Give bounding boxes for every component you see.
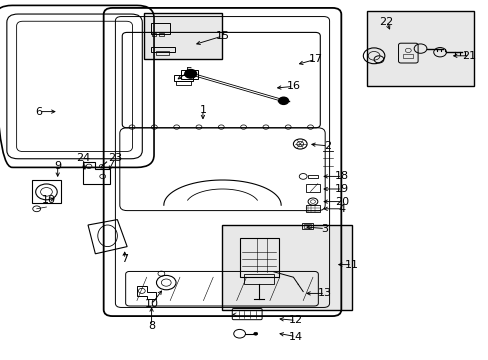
Text: 13: 13 xyxy=(318,288,331,298)
Circle shape xyxy=(278,97,288,104)
Text: 10: 10 xyxy=(144,299,158,309)
Text: 11: 11 xyxy=(345,260,358,270)
Text: 9: 9 xyxy=(54,161,61,171)
Text: 4: 4 xyxy=(338,204,345,214)
Text: 20: 20 xyxy=(335,197,348,207)
Bar xyxy=(156,51,168,55)
Text: 24: 24 xyxy=(76,153,90,163)
Text: 1: 1 xyxy=(199,105,206,115)
Bar xyxy=(151,33,156,36)
Bar xyxy=(302,223,312,229)
Bar xyxy=(305,205,320,212)
Text: 22: 22 xyxy=(378,17,393,27)
Bar xyxy=(304,224,310,228)
Bar xyxy=(222,225,351,310)
Text: 3: 3 xyxy=(321,224,328,234)
Bar xyxy=(150,23,170,34)
Text: 18: 18 xyxy=(335,171,348,181)
Bar xyxy=(239,238,278,277)
Text: 7: 7 xyxy=(121,254,128,264)
Bar xyxy=(32,180,61,203)
Text: 21: 21 xyxy=(462,51,475,61)
Text: 19: 19 xyxy=(335,184,348,194)
Bar xyxy=(403,54,412,58)
Text: 15: 15 xyxy=(215,31,229,41)
Bar xyxy=(305,184,320,192)
Bar xyxy=(366,11,473,86)
Bar xyxy=(159,33,163,36)
Text: 6: 6 xyxy=(36,107,42,117)
Text: 5: 5 xyxy=(184,67,191,77)
Text: 8: 8 xyxy=(148,321,155,331)
Text: 23: 23 xyxy=(108,153,122,163)
Text: 2: 2 xyxy=(324,141,330,151)
Text: 10: 10 xyxy=(42,195,56,205)
Circle shape xyxy=(184,69,196,78)
Text: 14: 14 xyxy=(288,332,302,342)
Text: 16: 16 xyxy=(286,81,300,91)
Bar xyxy=(307,175,317,178)
Bar xyxy=(173,75,193,81)
Text: 12: 12 xyxy=(288,315,302,325)
Circle shape xyxy=(253,332,257,335)
Bar xyxy=(144,13,222,59)
Text: 17: 17 xyxy=(308,54,322,64)
Bar xyxy=(176,81,190,85)
Bar xyxy=(181,70,198,79)
Bar xyxy=(244,274,273,284)
Bar xyxy=(150,47,175,52)
